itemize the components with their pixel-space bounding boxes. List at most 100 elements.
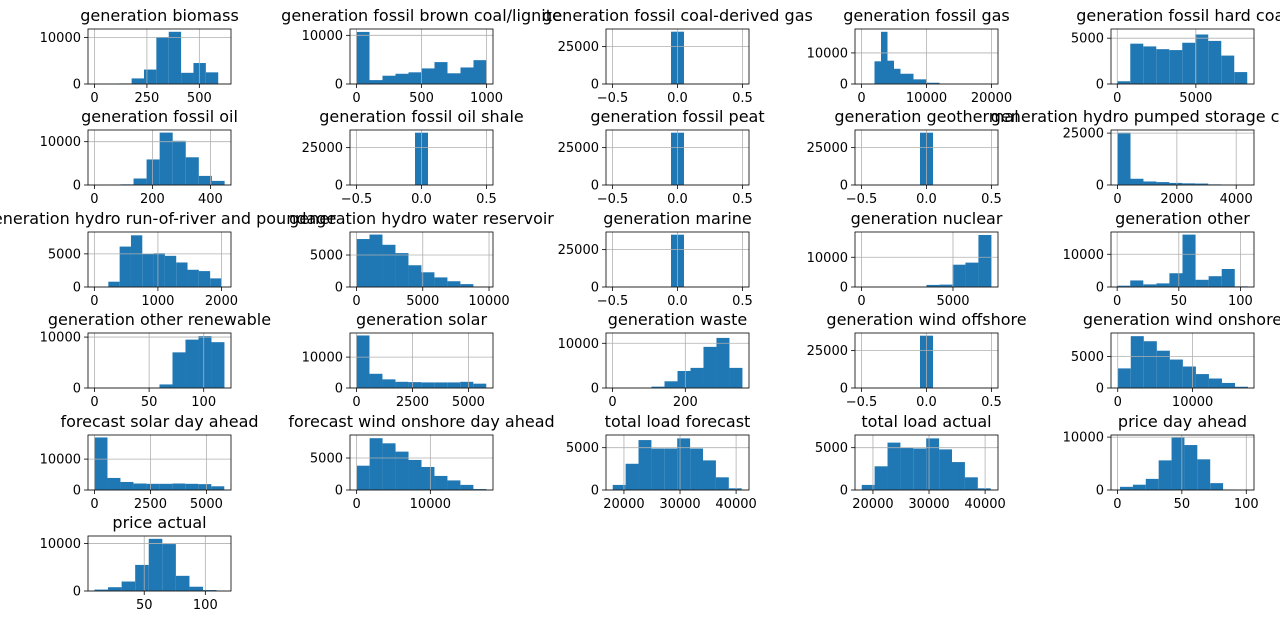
histogram-bar [703,460,716,490]
histogram-bar [107,477,121,490]
histogram-bar [1195,279,1209,287]
x-tick-label: 0 [90,91,98,106]
x-tick-label: 0 [1113,294,1121,309]
subplot-3: 0 10000 20000 0 10000 generation fossil gas [807,6,1013,106]
y-tick-label: 25000 [807,141,848,156]
x-tick-label: 0.5 [732,91,753,106]
histogram-bar [395,381,409,388]
histogram-bar [1221,268,1235,287]
histogram-bar [131,78,144,84]
bars [356,31,487,84]
x-tick-label: −0.5 [597,294,629,309]
bars [612,337,743,388]
axes-frame [87,332,232,389]
x-tick-label: 200 [140,192,165,207]
histogram-bar [1210,483,1224,490]
y-tick-label: 0 [840,382,848,397]
bars [356,335,487,388]
histogram-bar [172,140,186,185]
y-tick-label: 0 [1096,382,1104,397]
subplot-title: forecast solar day ahead [60,412,258,431]
subplot-title: generation wind offshore [826,310,1026,329]
histogram-bar [716,337,730,388]
x-tick-label: 4000 [1220,192,1253,207]
y-tick-label: 5000 [48,247,81,262]
subplot-11: 0 5000 10000 0 5000 generation hydro water re… [289,209,554,309]
x-tick-label: 2000 [1160,192,1193,207]
histogram-bar [185,157,199,185]
histogram-bar [1171,437,1185,490]
x-tick-label: 40000 [715,497,756,512]
y-tick-label: 0 [1096,78,1104,93]
bars [1117,34,1248,84]
axes-frame [854,434,999,491]
histogram-bar [211,486,225,490]
histogram-bar [913,448,927,490]
x-tick-label: −0.5 [846,192,878,207]
histogram-bar [1195,183,1209,185]
subplot-16: 0 2500 5000 0 10000 generation solar [302,310,494,410]
histogram-bar [108,587,122,591]
y-tick-label: 10000 [40,331,81,346]
histogram-bar [369,80,383,84]
y-tick-label: 5000 [566,441,599,456]
subplot-20: 0 2500 5000 0 10000 forecast solar day ahead [40,412,259,512]
y-tick-label: 5000 [310,452,343,467]
bars [94,132,225,185]
x-tick-label: 0.0 [411,192,432,207]
histogram-bar [1169,273,1183,287]
histogram-bar [894,68,901,84]
y-tick-label: 25000 [1063,127,1104,142]
x-tick-label: 100 [193,598,218,613]
histogram-bar [1184,445,1198,490]
histogram-bar [187,269,199,287]
y-tick-label: 25000 [302,141,343,156]
x-tick-label: 20000 [603,497,644,512]
y-tick-label: 5000 [1071,32,1104,47]
x-tick-label: 20000 [852,497,893,512]
y-tick-label: 10000 [807,251,848,266]
histogram-bar [356,239,370,287]
x-tick-label: −0.5 [341,192,373,207]
bars [861,438,991,490]
histogram-bar [939,449,953,490]
y-tick-label: 0 [840,179,848,194]
y-tick-label: 0 [73,484,81,499]
y-tick-label: 0 [335,179,343,194]
x-tick-label: 40000 [964,497,1005,512]
x-tick-label: 0 [352,91,360,106]
histogram-bar [447,382,461,388]
histogram-bar [108,281,120,287]
subplot-title: generation fossil peat [590,107,764,126]
histogram-bar [1117,285,1131,287]
y-tick-label: 0 [840,484,848,499]
histogram-bar [156,37,169,84]
subplot-title: generation fossil hard coal [1076,6,1280,25]
y-tick-label: 0 [840,281,848,296]
subplot-19: 0 10000 0 5000 generation wind onshore [1071,310,1280,410]
histogram-bar [651,386,665,388]
bars [108,235,222,287]
histogram-bar [473,489,487,490]
histogram-bar [460,381,474,388]
histogram-bar [1145,478,1159,490]
histogram-bar [198,271,211,287]
subplot-title: generation fossil gas [843,6,1009,25]
y-tick-label: 0 [591,281,599,296]
x-tick-label: 250 [135,91,160,106]
histogram-bar [887,442,901,490]
axes-frame [87,129,232,186]
histogram-bar [408,265,422,287]
x-tick-label: 0.5 [981,395,1002,410]
histogram-bar [211,180,225,185]
x-tick-label: −0.5 [846,395,878,410]
histogram-bar [94,437,108,490]
subplot-24: 0 50 100 0 10000 price day ahead [1063,412,1259,512]
y-tick-label: 0 [335,281,343,296]
y-tick-label: 10000 [302,29,343,44]
histogram-bar [434,475,448,490]
subplot-title: generation other [1115,209,1250,228]
y-tick-label: 10000 [40,453,81,468]
